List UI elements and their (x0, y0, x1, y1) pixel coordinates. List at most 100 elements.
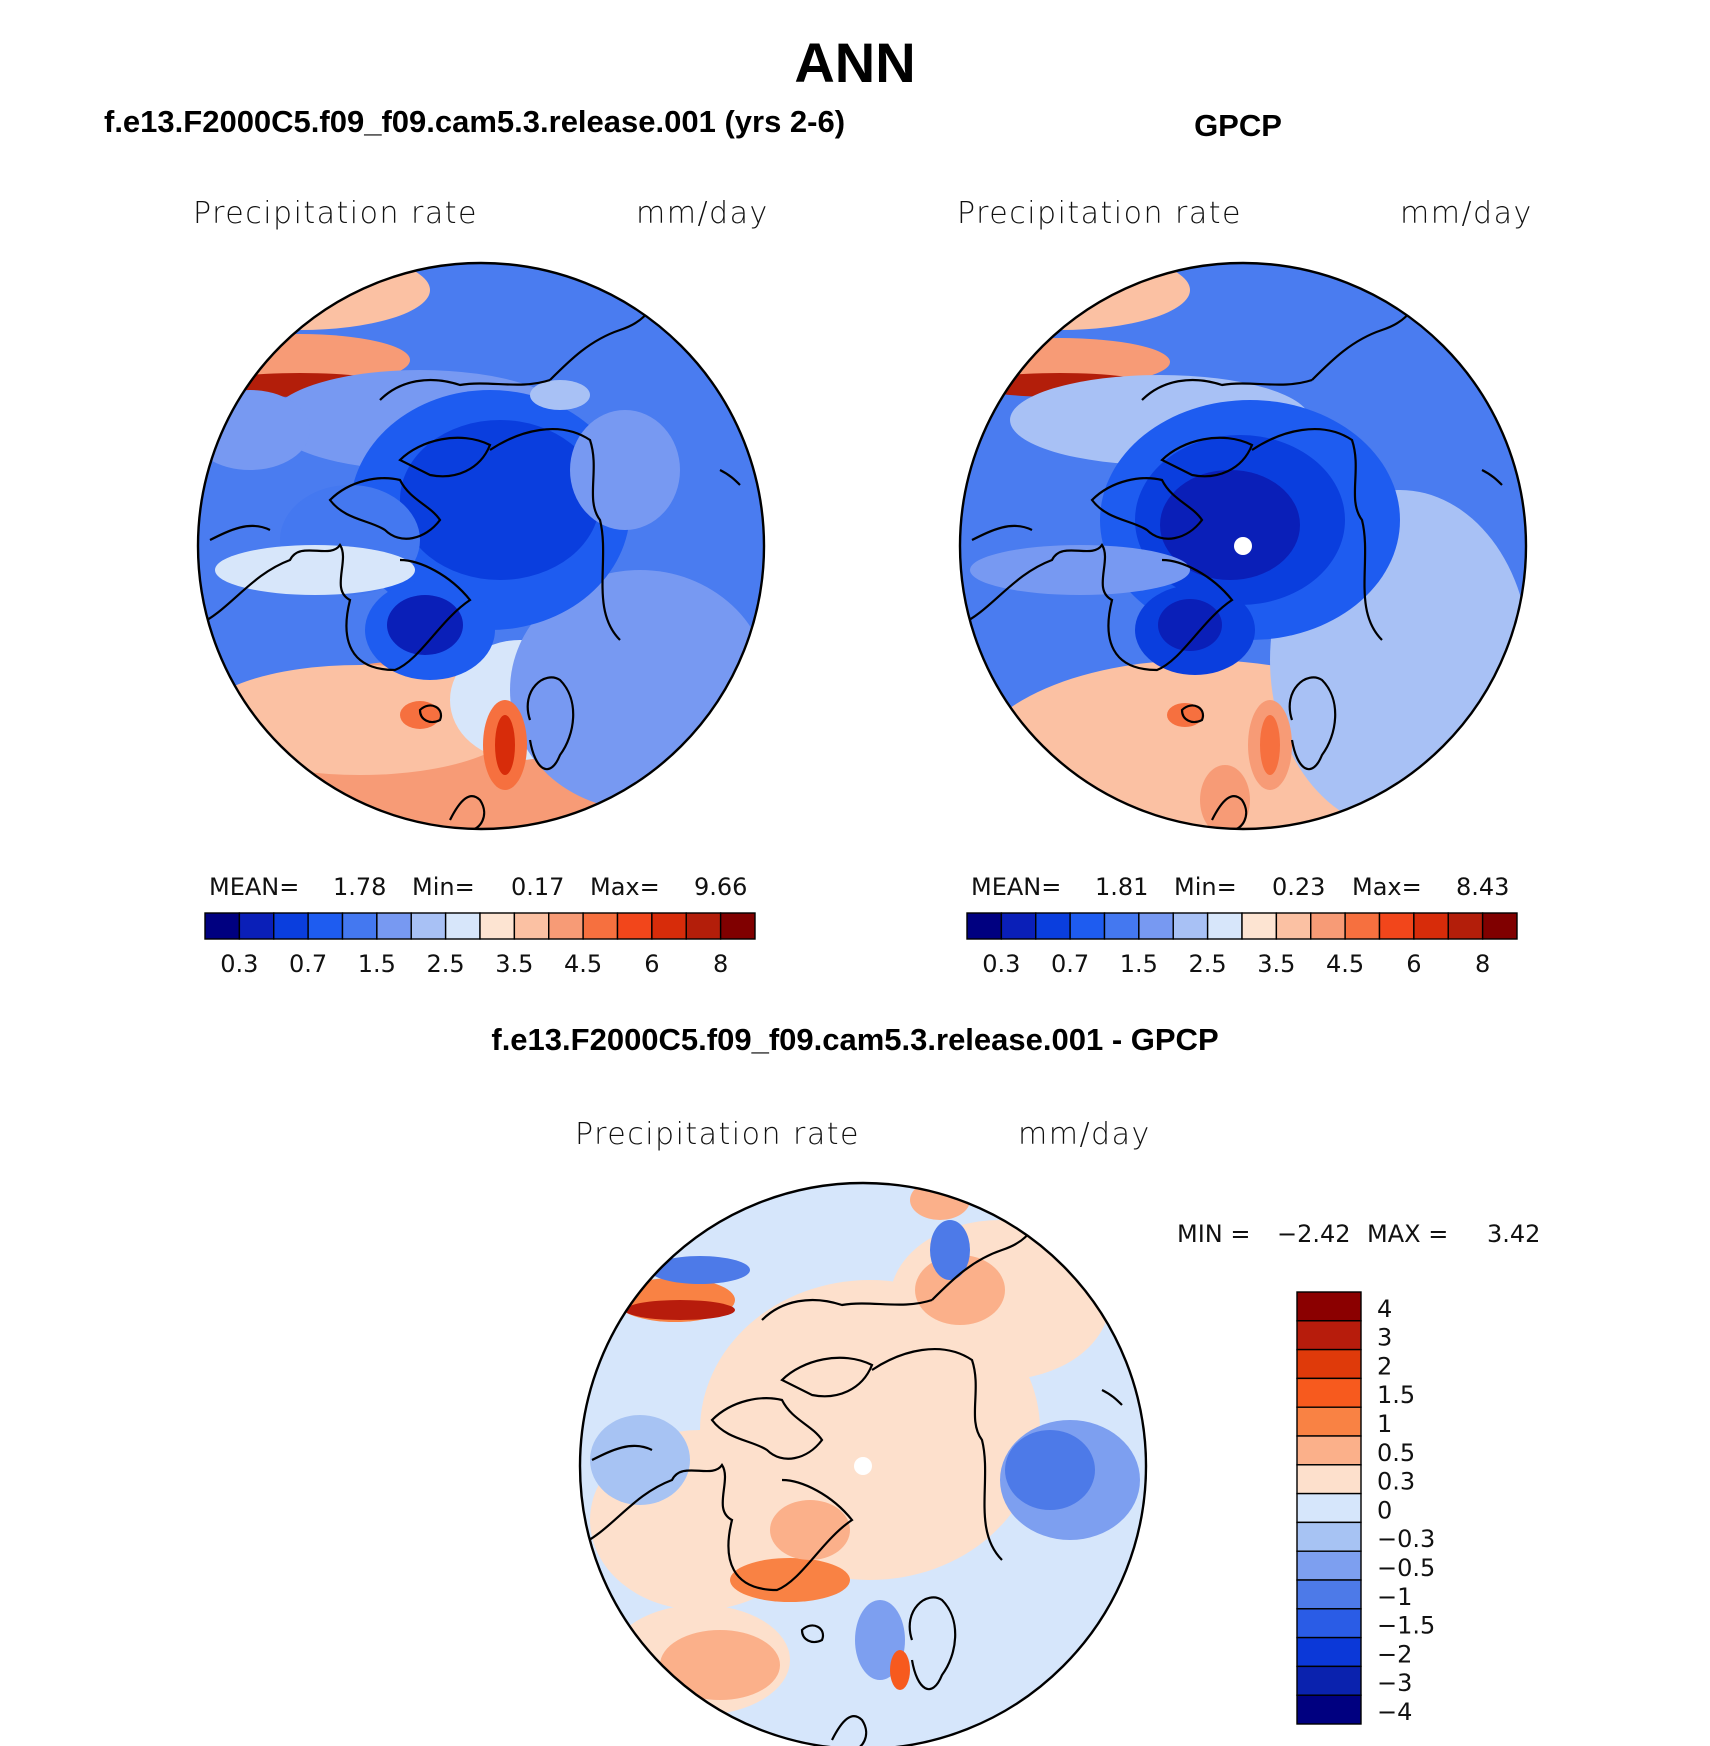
obs-units-label: mm/day (1400, 196, 1533, 231)
obs-colorbar-tick-label: 4.5 (1326, 950, 1364, 978)
model-max-label: Max= (590, 873, 660, 901)
diff-variable-label: Precipitation rate (575, 1117, 860, 1152)
diff-colorbar-box (1296, 1291, 1362, 1322)
diff-colorbar-box (1296, 1694, 1362, 1725)
obs-variable-label: Precipitation rate (957, 196, 1242, 231)
model-map-boundary (196, 261, 766, 831)
obs-map (958, 261, 1528, 831)
obs-colorbar-box (1275, 912, 1312, 940)
model-colorbar-box (479, 912, 516, 940)
model-colorbar-tick-label: 2.5 (427, 950, 465, 978)
obs-colorbar-box (1035, 912, 1071, 940)
obs-min-value: 0.23 (1272, 873, 1326, 901)
diff-colorbar-box (1296, 1636, 1362, 1668)
diff-map-fill (580, 1183, 1146, 1746)
diff-min-label: MIN = (1177, 1220, 1251, 1248)
obs-colorbar-tick-label: 0.3 (982, 950, 1020, 978)
diff-map (578, 1181, 1148, 1746)
obs-colorbar-box (1138, 912, 1174, 940)
diff-max-value: 3.42 (1487, 1220, 1541, 1248)
model-colorbar-box (651, 912, 687, 940)
obs-colorbar-box (1481, 912, 1518, 940)
diff-colorbar-box (1296, 1377, 1362, 1408)
obs-colorbar-box (1447, 912, 1484, 940)
model-colorbar-tick-label: 3.5 (495, 950, 533, 978)
obs-colorbar-box (966, 912, 1003, 940)
model-map (196, 261, 766, 831)
obs-colorbar-tick-label: 2.5 (1189, 950, 1227, 978)
diff-colorbar-box (1296, 1492, 1362, 1524)
model-map-fill (198, 263, 764, 829)
diff-colorbar-tick-label: 2 (1377, 1352, 1392, 1380)
model-colorbar-box (410, 912, 447, 940)
diff-colorbar-box (1296, 1435, 1362, 1466)
model-colorbar-tick-label: 6 (644, 950, 659, 978)
model-colorbar-box (548, 912, 584, 940)
obs-max-value: 8.43 (1456, 873, 1510, 901)
model-colorbar-box (719, 912, 756, 940)
model-variable-label: Precipitation rate (193, 196, 478, 231)
obs-map-boundary (958, 261, 1528, 831)
obs-colorbar-box (1069, 912, 1106, 940)
model-colorbar-tick-label: 0.7 (289, 950, 327, 978)
model-max-value: 9.66 (694, 873, 748, 901)
diff-colorbar-tick-label: 1.5 (1377, 1381, 1415, 1409)
obs-colorbar-tick-label: 3.5 (1257, 950, 1295, 978)
obs-mean-label: MEAN= (971, 873, 1062, 901)
diff-colorbar-tick-label: 0.3 (1377, 1468, 1415, 1496)
diff-colorbar-tick-label: 0 (1377, 1496, 1392, 1524)
model-panel-title: f.e13.F2000C5.f09_f09.cam5.3.release.001… (104, 104, 846, 139)
obs-colorbar-tick-label: 8 (1475, 950, 1490, 978)
diff-colorbar-tick-label: −3 (1377, 1669, 1412, 1697)
model-colorbar-tick-label: 0.3 (220, 950, 258, 978)
diff-colorbar-box (1296, 1320, 1362, 1351)
model-colorbar-box (376, 912, 412, 940)
diff-colorbar-box (1296, 1550, 1362, 1581)
model-units-label: mm/day (636, 196, 769, 231)
obs-colorbar-box (1344, 912, 1381, 940)
diff-colorbar-tick-label: 1 (1377, 1410, 1392, 1438)
obs-colorbar: 0.3 0.7 1.5 2.5 3.5 4.5 6 8 (966, 912, 1518, 978)
obs-colorbar-box (1206, 912, 1243, 940)
model-colorbar-box (582, 912, 619, 940)
model-colorbar-box (204, 912, 241, 940)
obs-map-fill (960, 263, 1526, 829)
model-colorbar-box (238, 912, 275, 940)
diff-coastlines (580, 1199, 1123, 1746)
model-colorbar-box (307, 912, 344, 940)
model-colorbar-tick-label: 1.5 (358, 950, 396, 978)
diff-colorbar-tick-label: 4 (1377, 1295, 1392, 1323)
model-colorbar-tick-label: 4.5 (564, 950, 602, 978)
season-title: ANN (794, 31, 916, 94)
obs-colorbar-box (1413, 912, 1449, 940)
obs-min-label: Min= (1174, 873, 1237, 901)
model-colorbar-box (685, 912, 722, 940)
diff-colorbar-tick-label: −4 (1377, 1698, 1412, 1726)
obs-colorbar-tick-label: 0.7 (1051, 950, 1089, 978)
model-min-value: 0.17 (511, 873, 565, 901)
obs-max-label: Max= (1352, 873, 1422, 901)
obs-panel-title: GPCP (1194, 108, 1282, 143)
model-min-label: Min= (412, 873, 475, 901)
diff-colorbar-tick-label: −0.5 (1377, 1554, 1435, 1582)
model-colorbar-box (444, 912, 481, 940)
obs-colorbar-box (1000, 912, 1037, 940)
diff-colorbar-box (1296, 1608, 1362, 1639)
model-mean-label: MEAN= (209, 873, 300, 901)
model-colorbar-box (341, 912, 378, 940)
obs-colorbar-box (1378, 912, 1415, 940)
diff-colorbar-tick-label: −1.5 (1377, 1612, 1435, 1640)
diff-colorbar-tick-label: 0.5 (1377, 1439, 1415, 1467)
diff-colorbar-box (1296, 1579, 1362, 1610)
obs-colorbar-box (1172, 912, 1209, 940)
model-colorbar-box (513, 912, 550, 940)
diff-colorbar-box (1296, 1464, 1362, 1495)
diff-colorbar-box (1296, 1521, 1362, 1552)
diff-map-boundary (578, 1181, 1148, 1746)
obs-coastlines (960, 279, 1503, 829)
obs-colorbar-box (1241, 912, 1278, 940)
obs-colorbar-box (1103, 912, 1140, 940)
model-mean-value: 1.78 (333, 873, 387, 901)
